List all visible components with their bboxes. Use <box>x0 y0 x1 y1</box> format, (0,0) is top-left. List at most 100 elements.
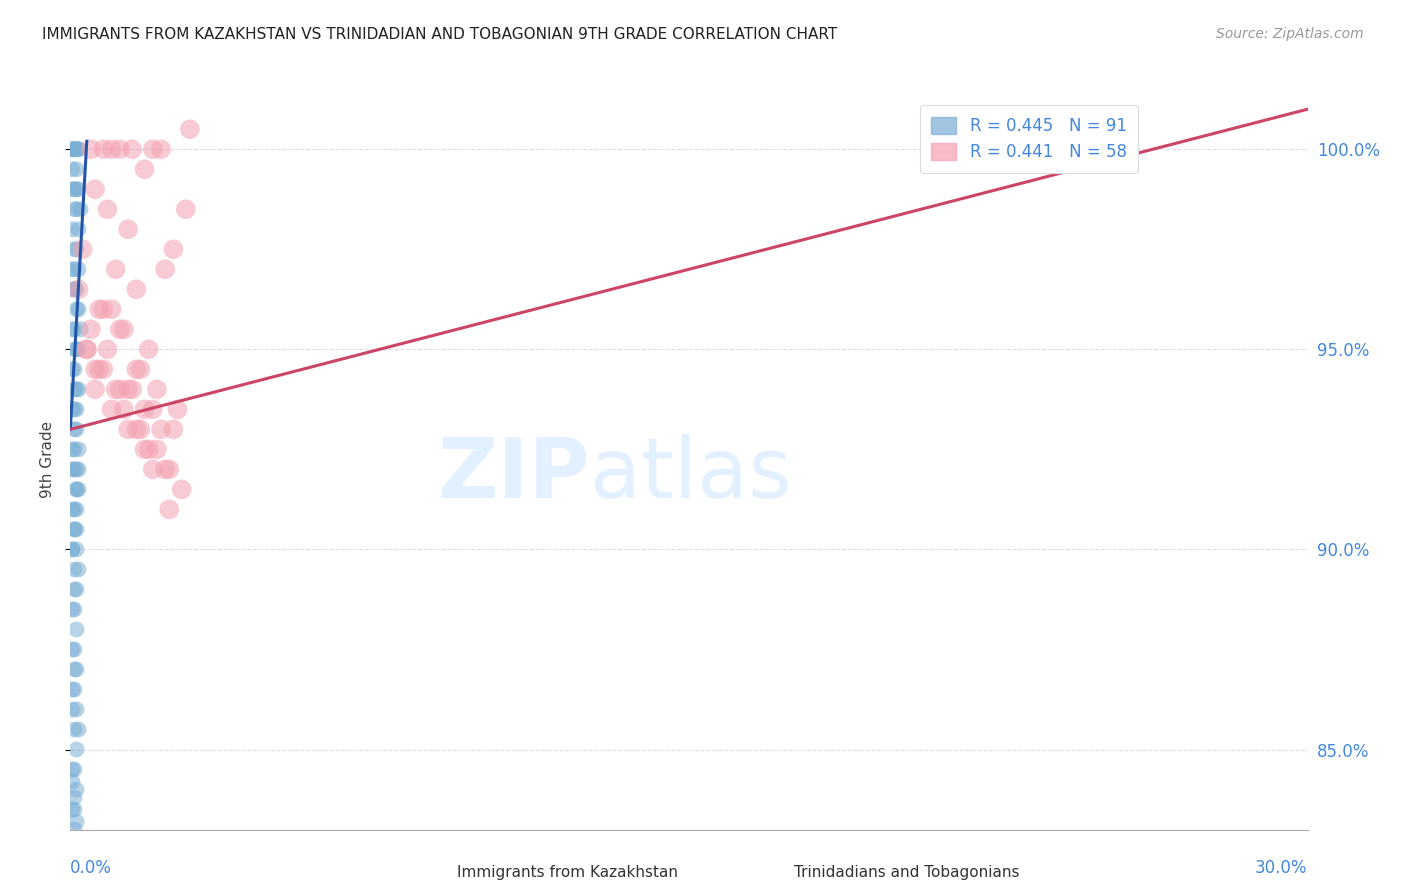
Point <box>67 442 90 457</box>
Point <box>60 602 83 616</box>
Point <box>117 222 139 236</box>
Point <box>63 142 86 156</box>
Point <box>65 702 87 716</box>
Point <box>60 642 83 657</box>
Point <box>162 422 184 436</box>
Point <box>150 422 173 436</box>
Point <box>179 122 201 136</box>
Text: 0.0%: 0.0% <box>70 859 112 877</box>
Point <box>60 402 83 417</box>
Point <box>60 682 83 697</box>
Point <box>60 362 83 376</box>
Point <box>67 282 90 296</box>
Point <box>76 343 98 357</box>
Point <box>63 262 86 277</box>
Point <box>63 502 86 516</box>
Point <box>63 182 86 196</box>
Point <box>65 422 87 436</box>
Point <box>65 542 87 557</box>
Point <box>112 402 135 417</box>
Point <box>65 782 87 797</box>
Point <box>60 502 83 516</box>
Point <box>65 483 87 497</box>
Point <box>104 382 127 396</box>
Point <box>76 343 98 357</box>
Point <box>63 422 86 436</box>
Point <box>65 462 87 476</box>
Text: 30.0%: 30.0% <box>1256 859 1308 877</box>
Point <box>112 322 135 336</box>
Point <box>60 774 83 789</box>
Point <box>129 362 152 376</box>
Point <box>63 242 86 256</box>
Point <box>108 382 131 396</box>
Point <box>63 142 86 156</box>
Point <box>117 422 139 436</box>
Point <box>150 142 173 156</box>
Point <box>63 343 86 357</box>
Point <box>63 462 86 476</box>
Point <box>63 282 86 296</box>
Point <box>63 663 86 677</box>
Point <box>63 682 86 697</box>
Point <box>170 483 193 497</box>
Point <box>67 302 90 317</box>
Point <box>63 582 86 597</box>
Point <box>89 362 111 376</box>
Point <box>72 242 94 256</box>
Point <box>153 262 176 277</box>
Point <box>166 402 188 417</box>
Point <box>134 402 156 417</box>
Point <box>67 382 90 396</box>
Point <box>91 142 114 156</box>
Point <box>60 322 83 336</box>
Point <box>63 602 86 616</box>
Point <box>60 542 83 557</box>
Text: atlas: atlas <box>591 434 792 515</box>
Point <box>67 222 90 236</box>
Point <box>157 502 180 516</box>
Point <box>65 182 87 196</box>
Point <box>67 262 90 277</box>
Point <box>65 663 87 677</box>
Point <box>67 723 90 737</box>
Point <box>67 462 90 476</box>
Point <box>84 182 107 196</box>
Point <box>63 763 86 777</box>
Point <box>60 162 83 177</box>
Point <box>125 422 148 436</box>
Point <box>138 343 160 357</box>
Point <box>80 142 103 156</box>
Point <box>63 523 86 537</box>
Point <box>67 343 90 357</box>
Point <box>142 402 165 417</box>
Point <box>63 562 86 576</box>
Point <box>63 402 86 417</box>
Point <box>63 523 86 537</box>
Point <box>80 322 103 336</box>
Point <box>89 302 111 317</box>
Point <box>67 142 90 156</box>
Point <box>142 142 165 156</box>
Point <box>65 302 87 317</box>
Point <box>60 142 83 156</box>
Point <box>91 362 114 376</box>
Point <box>125 282 148 296</box>
Point <box>104 262 127 277</box>
Point <box>125 362 148 376</box>
Point <box>138 442 160 457</box>
Point <box>65 202 87 217</box>
Point <box>84 362 107 376</box>
Point <box>65 523 87 537</box>
Point <box>146 382 169 396</box>
Point <box>67 142 90 156</box>
Point <box>174 202 197 217</box>
Point <box>63 803 86 817</box>
Point <box>60 282 83 296</box>
Point <box>65 814 87 829</box>
Point <box>134 162 156 177</box>
Point <box>65 343 87 357</box>
Point <box>65 742 87 756</box>
Point <box>60 702 83 716</box>
Point <box>60 442 83 457</box>
